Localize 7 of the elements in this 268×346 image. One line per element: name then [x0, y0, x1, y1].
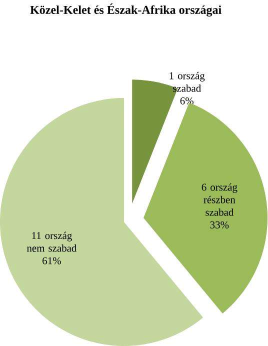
slice-label: 6 ország részben szabad: [202, 183, 238, 216]
slice-label: 11 ország nem szabad: [27, 232, 77, 252]
slice-label: 1 ország szabad: [170, 72, 205, 92]
data-label: 6%: [180, 97, 194, 104]
data-label: 61%: [42, 257, 62, 264]
data-label: 33%: [210, 221, 229, 228]
chart-title: Közel-Kelet és Észak-Afrika országai: [30, 3, 222, 16]
